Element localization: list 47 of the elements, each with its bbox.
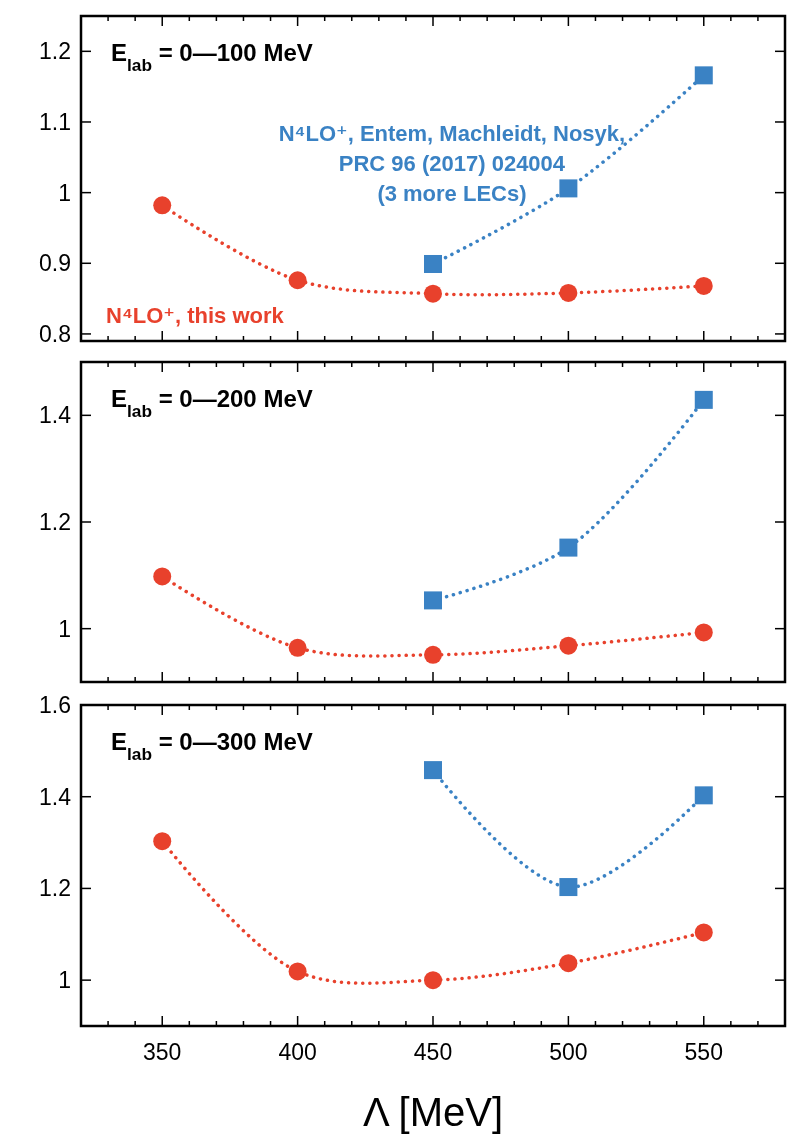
y-tick-label: 1.4 (39, 783, 72, 810)
series-label: N⁴LO⁺, this work (106, 303, 285, 328)
point (559, 954, 578, 973)
x-tick-label: 550 (684, 1039, 723, 1065)
text: E$_{lab}$ = 0—100 MeV (111, 39, 313, 75)
point (153, 196, 172, 215)
point (694, 390, 713, 409)
y-tick-label: 1 (58, 179, 71, 206)
text: E$_{lab}$ = 0—200 MeV (111, 385, 313, 421)
y-tick-label: 1.2 (39, 509, 71, 536)
point (424, 761, 442, 780)
point (288, 962, 307, 981)
point (424, 591, 442, 610)
point (424, 971, 442, 990)
point (559, 538, 578, 557)
y-tick-label: 1.2 (39, 875, 71, 902)
point (694, 66, 713, 85)
x-tick-label: 500 (549, 1039, 588, 1065)
y-tick-label: 1.1 (39, 109, 71, 136)
y-tick-label: 1.6 (39, 692, 71, 719)
y-tick-label: 1 (58, 615, 71, 642)
y-tick-label: 0.9 (39, 250, 71, 277)
point (288, 638, 307, 657)
text: E$_{lab}$ = 0—300 MeV (111, 728, 313, 764)
y-tick-label: 1.2 (39, 38, 71, 65)
point (153, 567, 172, 586)
point (424, 645, 442, 664)
x-tick-label: 450 (413, 1039, 453, 1065)
point (559, 179, 578, 198)
point (153, 832, 172, 851)
y-tick-label: 1.4 (39, 402, 72, 429)
point (694, 923, 713, 942)
point (424, 254, 442, 273)
point (559, 283, 578, 302)
x-tick-label: 350 (143, 1039, 182, 1065)
point (559, 878, 578, 897)
point (424, 284, 442, 303)
x-tick-label: 400 (278, 1039, 317, 1065)
point (694, 623, 713, 642)
y-tick-label: 1 (58, 967, 71, 994)
x-axis-title: Λ [MeV] (362, 1090, 504, 1134)
point (694, 786, 713, 805)
point (559, 636, 578, 655)
point (694, 276, 713, 295)
y-tick-label: 0.8 (39, 320, 71, 347)
point (288, 271, 307, 290)
series-label: N⁴LO⁺, Entem, Machleidt, Nosyk, PRC 96 (2017) 024004 (3 more LECs) (278, 121, 626, 206)
